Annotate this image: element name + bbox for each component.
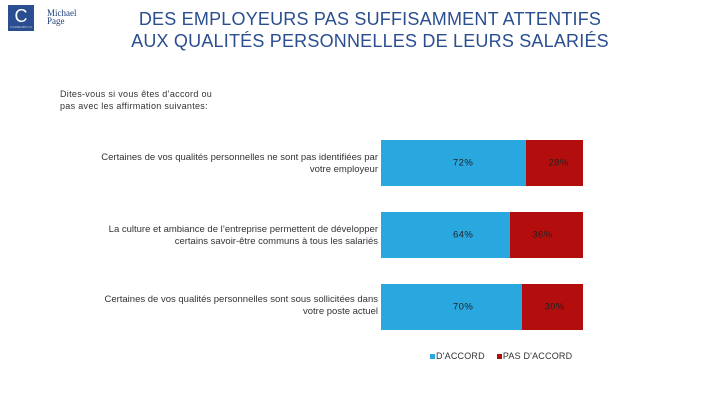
bar-row: 70% 30% [381, 284, 583, 330]
legend-item-agree: D'ACCORD [430, 351, 485, 361]
legend-item-disagree: PAS D'ACCORD [496, 351, 573, 361]
partner-logo: Michael Page [47, 8, 77, 26]
partner-logo-line2: Page [47, 16, 65, 26]
bar-row: 64% 36% [381, 212, 583, 258]
bar-disagree: 30% [522, 284, 583, 330]
survey-question: Dites-vous si vous êtes d’accord ou pas … [60, 89, 213, 111]
bar-agree: 70% [381, 284, 523, 330]
bar-agree-label: 70% [453, 301, 474, 313]
bar-disagree-label: 30% [544, 301, 565, 313]
row-label: Certaines de vos qualités personnelles s… [104, 294, 378, 317]
bar-agree-label: 72% [453, 157, 474, 169]
legend-swatch-agree [430, 353, 435, 359]
legend-swatch-disagree [496, 353, 502, 359]
bar-agree: 72% [381, 140, 527, 186]
bar-disagree-label: 28% [548, 157, 569, 169]
partner-logo-line1: Michael [47, 8, 77, 18]
row-label: Certaines de vos qualités personnelles n… [101, 152, 378, 175]
page-title: DES EMPLOYEURS PAS SUFFISAMMENT ATTENTIF… [80, 8, 660, 52]
bar-agree: 64% [381, 212, 511, 258]
brand-logo-letter: C [14, 6, 28, 26]
title-line-1: DES EMPLOYEURS PAS SUFFISAMMENT ATTENTIF… [138, 9, 602, 29]
title-line-2: AUX QUALITÉS PERSONNELLES DE LEURS SALAR… [131, 31, 609, 51]
legend-label-disagree: PAS D'ACCORD [502, 351, 573, 361]
bar-disagree-label: 36% [532, 229, 553, 241]
brand-logo: C CADREMPLOI [8, 5, 34, 31]
bar-disagree: 28% [526, 140, 583, 186]
brand-logo-subtext: CADREMPLOI [10, 25, 32, 29]
chart-legend: D'ACCORD PAS D'ACCORD [430, 351, 584, 361]
legend-label-agree: D'ACCORD [436, 351, 485, 361]
row-label: La culture et ambiance de l’entreprise p… [108, 224, 378, 247]
bar-agree-label: 64% [453, 229, 474, 241]
bar-row: 72% 28% [381, 140, 583, 186]
bar-disagree: 36% [510, 212, 583, 258]
